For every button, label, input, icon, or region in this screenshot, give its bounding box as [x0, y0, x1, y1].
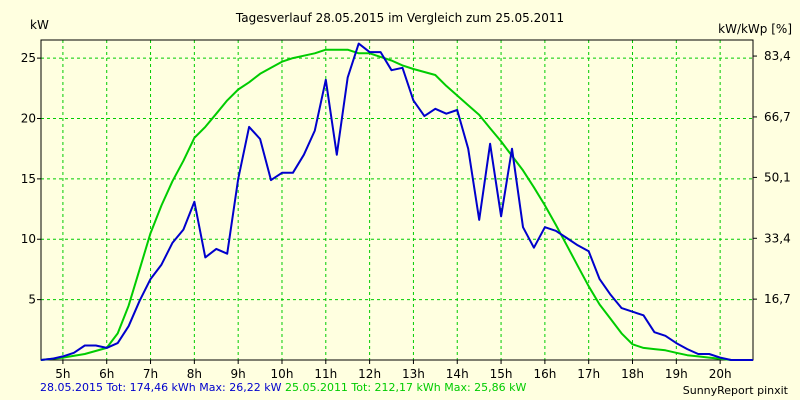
y-axis-label-left: kW: [30, 18, 49, 32]
x-tick-label: 10h: [271, 367, 294, 381]
y-left-tick-label: 20: [21, 111, 36, 125]
x-tick-label: 16h: [533, 367, 556, 381]
x-tick-label: 9h: [231, 367, 246, 381]
y-right-tick-label: 16,7: [764, 292, 791, 306]
x-tick-label: 13h: [402, 367, 425, 381]
x-tick-label: 7h: [143, 367, 158, 381]
y-left-tick-label: 10: [21, 232, 36, 246]
y-right-tick-label: 66,7: [764, 110, 791, 124]
x-tick-label: 8h: [187, 367, 202, 381]
credit-text: SunnyReport pinxit: [682, 384, 788, 397]
series-line-25.05.2011: [40, 48, 753, 361]
footer-summary: 28.05.2015 Tot: 174,46 kWh Max: 26,22 kW…: [40, 381, 526, 394]
legend-series-2015: 28.05.2015 Tot: 174,46 kWh Max: 26,22 kW: [40, 381, 282, 394]
legend-series-2011: 25.05.2011 Tot: 212,17 kWh Max: 25,86 kW: [284, 381, 527, 394]
series-layer: [40, 42, 753, 361]
x-tick-label: 19h: [665, 367, 688, 381]
x-tick-label: 15h: [490, 367, 513, 381]
grid-layer: [41, 40, 753, 360]
y-axis-label-right: kW/kWp [%]: [718, 22, 792, 36]
axes-layer: [37, 39, 757, 364]
x-tick-label: 18h: [621, 367, 644, 381]
x-tick-label: 11h: [314, 367, 337, 381]
y-left-tick-label: 15: [21, 172, 36, 186]
x-tick-label: 20h: [709, 367, 732, 381]
y-left-tick-label: 5: [28, 293, 36, 307]
x-tick-label: 5h: [55, 367, 70, 381]
series-line-28.05.2015: [40, 42, 753, 361]
x-tick-label: 6h: [99, 367, 114, 381]
x-tick-label: 17h: [577, 367, 600, 381]
y-right-tick-label: 33,4: [764, 231, 791, 245]
tick-label-layer: 5h 6h 7h 8h 9h 10h 11h 12h 13h 14h 15h 16h 17h 18h 19h…: [21, 49, 791, 381]
x-tick-label: 12h: [358, 367, 381, 381]
y-left-tick-label: 25: [21, 51, 36, 65]
x-tick-label: 14h: [446, 367, 469, 381]
plot-frame: [40, 39, 754, 361]
y-right-tick-label: 50,1: [764, 170, 791, 184]
chart-title: Tagesverlauf 28.05.2015 im Vergleich zum…: [235, 11, 565, 25]
y-right-tick-label: 83,4: [764, 49, 791, 63]
